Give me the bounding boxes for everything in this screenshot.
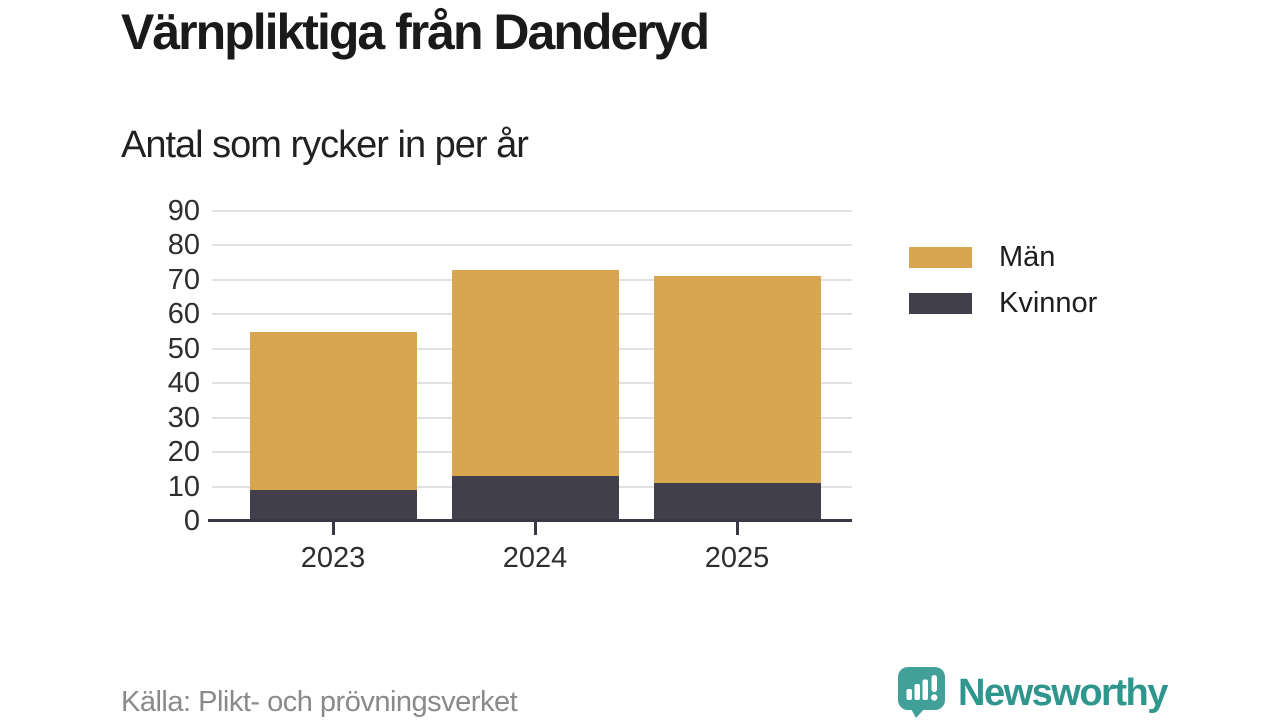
logo-exclamation-stem (931, 675, 937, 692)
logo-bar-3 (922, 679, 928, 700)
legend-label: Män (999, 241, 1056, 273)
y-axis-tick-label: 60 (167, 298, 200, 331)
legend-label: Kvinnor (999, 287, 1098, 319)
legend-swatch-män (909, 247, 972, 268)
bar-chart-speech-bubble-icon (898, 667, 945, 718)
y-axis-tick-label: 90 (167, 195, 200, 227)
chart-subtitle: Antal som rycker in per år (121, 124, 529, 166)
y-axis-tick-label: 50 (167, 332, 200, 365)
y-axis-tick-label: 20 (167, 436, 200, 469)
x-axis-label: 2024 (502, 542, 568, 574)
bar-segment-män (451, 269, 619, 477)
x-axis-tick (735, 522, 739, 535)
x-axis-tick (533, 522, 537, 535)
source-note: Källa: Plikt- och prövningsverket (121, 686, 518, 718)
gridline (212, 244, 852, 247)
bar-segment-män (653, 276, 821, 484)
logo-exclamation-dot (931, 694, 938, 701)
gridline (212, 210, 852, 212)
y-axis-tick-label: 80 (167, 229, 200, 262)
x-axis-line (208, 519, 852, 522)
y-axis-tick-label: 30 (167, 401, 200, 434)
newsworthy-logo: Newsworthy (898, 667, 1168, 718)
bar-segment-kvinnor (451, 476, 619, 521)
y-axis-tick-label: 70 (167, 263, 200, 296)
legend-swatch-kvinnor (909, 293, 972, 314)
legend-item: Kvinnor (909, 287, 1098, 319)
y-axis-tick-label: 10 (167, 470, 200, 503)
x-axis-label: 2023 (300, 542, 366, 574)
brand-name: Newsworthy (958, 671, 1168, 714)
y-axis-tick-label: 40 (167, 367, 200, 400)
y-axis-tick-label: 0 (183, 505, 200, 537)
bar-segment-män (249, 331, 417, 490)
legend: Män Kvinnor (909, 241, 1098, 339)
legend-item: Män (909, 241, 1097, 273)
x-axis-tick (331, 522, 335, 535)
chart-title: Värnpliktiga från Danderyd (121, 4, 710, 60)
logo-bar-2 (914, 684, 920, 700)
logo-bar-1 (906, 689, 912, 700)
bar-segment-kvinnor (249, 490, 417, 521)
x-axis-label: 2025 (704, 542, 770, 574)
bar-segment-kvinnor (653, 483, 821, 521)
